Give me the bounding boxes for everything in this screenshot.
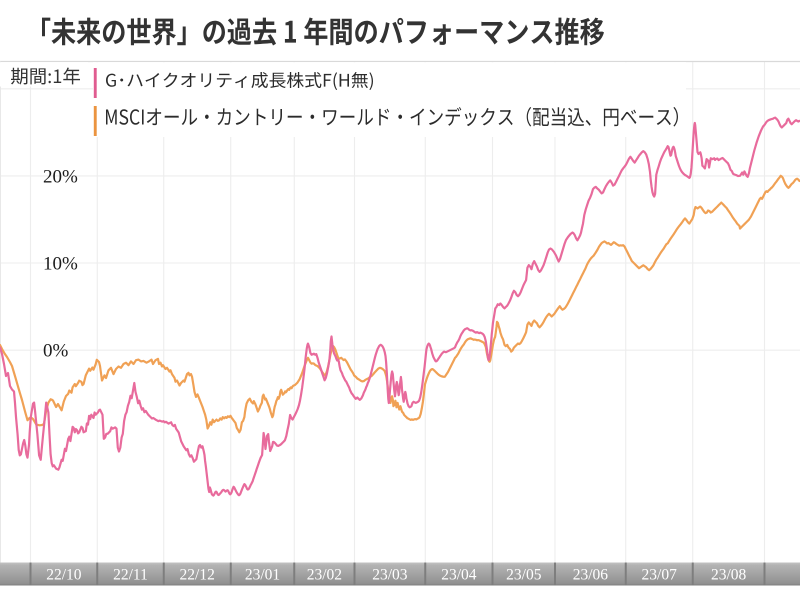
- svg-text:23/08: 23/08: [711, 567, 747, 584]
- svg-text:22/12: 22/12: [180, 567, 215, 584]
- svg-text:0%: 0%: [43, 341, 69, 362]
- svg-text:23/01: 23/01: [245, 567, 280, 584]
- svg-text:20%: 20%: [43, 166, 78, 187]
- svg-text:23/02: 23/02: [307, 567, 342, 584]
- svg-text:23/03: 23/03: [372, 567, 408, 584]
- svg-text:23/07: 23/07: [642, 567, 678, 584]
- svg-text:23/04: 23/04: [441, 567, 477, 584]
- svg-text:22/11: 22/11: [113, 567, 148, 584]
- svg-text:10%: 10%: [43, 254, 78, 275]
- svg-text:23/06: 23/06: [573, 567, 609, 584]
- svg-text:22/10: 22/10: [46, 567, 82, 584]
- svg-text:23/05: 23/05: [506, 567, 542, 584]
